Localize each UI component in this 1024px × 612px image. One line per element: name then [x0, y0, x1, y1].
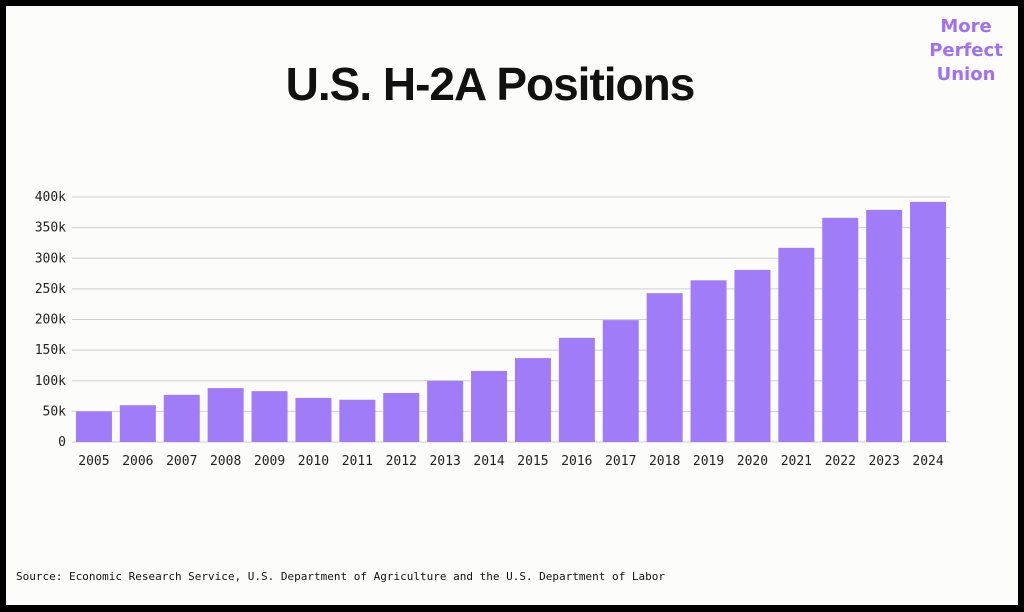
brand-line: Perfect: [929, 40, 1003, 61]
bar: [75, 411, 112, 442]
bar: [163, 394, 200, 442]
bar: [558, 337, 595, 442]
x-tick-label: 2007: [166, 454, 197, 469]
x-tick-label: 2016: [561, 454, 592, 469]
bar: [251, 391, 288, 442]
bar: [602, 320, 639, 442]
y-tick-label: 400k: [35, 190, 66, 205]
source-note: Source: Economic Research Service, U.S. …: [16, 570, 665, 583]
brand-line: Union: [937, 64, 996, 85]
bar: [295, 397, 332, 442]
y-tick-label: 200k: [35, 313, 66, 328]
brand-line: More: [940, 16, 991, 37]
x-tick-label: 2021: [781, 454, 812, 469]
x-tick-label: 2010: [298, 454, 329, 469]
x-tick-label: 2009: [254, 454, 285, 469]
bar: [734, 269, 771, 442]
bar: [822, 217, 859, 442]
bar: [866, 209, 903, 442]
x-tick-label: 2008: [210, 454, 241, 469]
y-tick-label: 50k: [43, 404, 67, 419]
chart-title: U.S. H-2A Positions: [286, 58, 695, 110]
y-tick-label: 0: [58, 435, 66, 450]
x-tick-label: 2022: [825, 454, 856, 469]
y-tick-label: 100k: [35, 374, 66, 389]
y-tick-label: 300k: [35, 251, 66, 266]
y-tick-label: 250k: [35, 282, 66, 297]
y-tick-label: 350k: [35, 221, 66, 236]
bar: [910, 201, 947, 442]
x-tick-label: 2005: [78, 454, 109, 469]
bar: [690, 280, 727, 442]
bar: [119, 405, 156, 442]
x-tick-label: 2011: [342, 454, 373, 469]
x-tick-label: 2012: [386, 454, 417, 469]
x-tick-label: 2023: [868, 454, 899, 469]
bar: [427, 380, 464, 442]
x-tick-label: 2018: [649, 454, 680, 469]
x-tick-label: 2014: [473, 454, 504, 469]
x-tick-label: 2015: [517, 454, 548, 469]
x-tick-label: 2006: [122, 454, 153, 469]
bar: [207, 388, 244, 442]
bar: [339, 399, 376, 442]
x-tick-label: 2013: [429, 454, 460, 469]
bar: [471, 370, 508, 442]
bar: [383, 393, 420, 442]
bar: [514, 358, 551, 442]
y-tick-label: 150k: [35, 343, 66, 358]
x-tick-label: 2019: [693, 454, 724, 469]
x-tick-label: 2024: [912, 454, 943, 469]
x-tick-label: 2020: [737, 454, 768, 469]
bar: [646, 293, 683, 442]
bar: [778, 247, 815, 442]
x-tick-label: 2017: [605, 454, 636, 469]
